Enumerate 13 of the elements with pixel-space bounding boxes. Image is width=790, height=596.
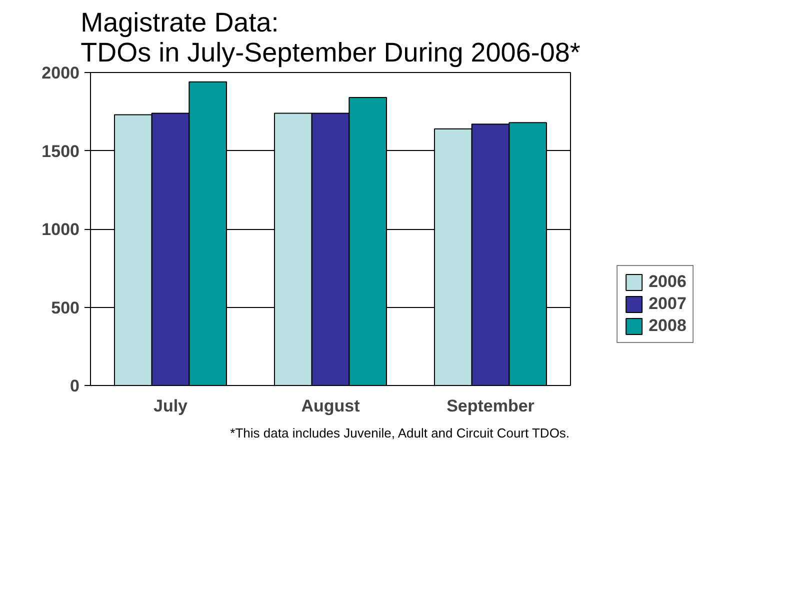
- x-tick-label: July: [153, 396, 188, 416]
- chart-title: Magistrate Data: TDOs in July-September During 2006-08*: [80, 8, 581, 68]
- y-tick-label: 1500: [42, 142, 80, 161]
- y-tick-label: 2000: [42, 64, 80, 82]
- y-tick-label: 500: [51, 298, 80, 318]
- legend-label: 2008: [648, 316, 686, 336]
- legend-label: 2006: [648, 272, 686, 292]
- y-tick-label: 0: [70, 376, 80, 396]
- text: *This data includes Juvenile, Adult and Circuit Court TDOs.: [230, 426, 570, 440]
- x-tick-label: August: [301, 396, 360, 416]
- legend-label: 2007: [648, 294, 686, 314]
- x-tick-label: September: [446, 396, 535, 416]
- y-tick-label: 1000: [42, 220, 80, 239]
